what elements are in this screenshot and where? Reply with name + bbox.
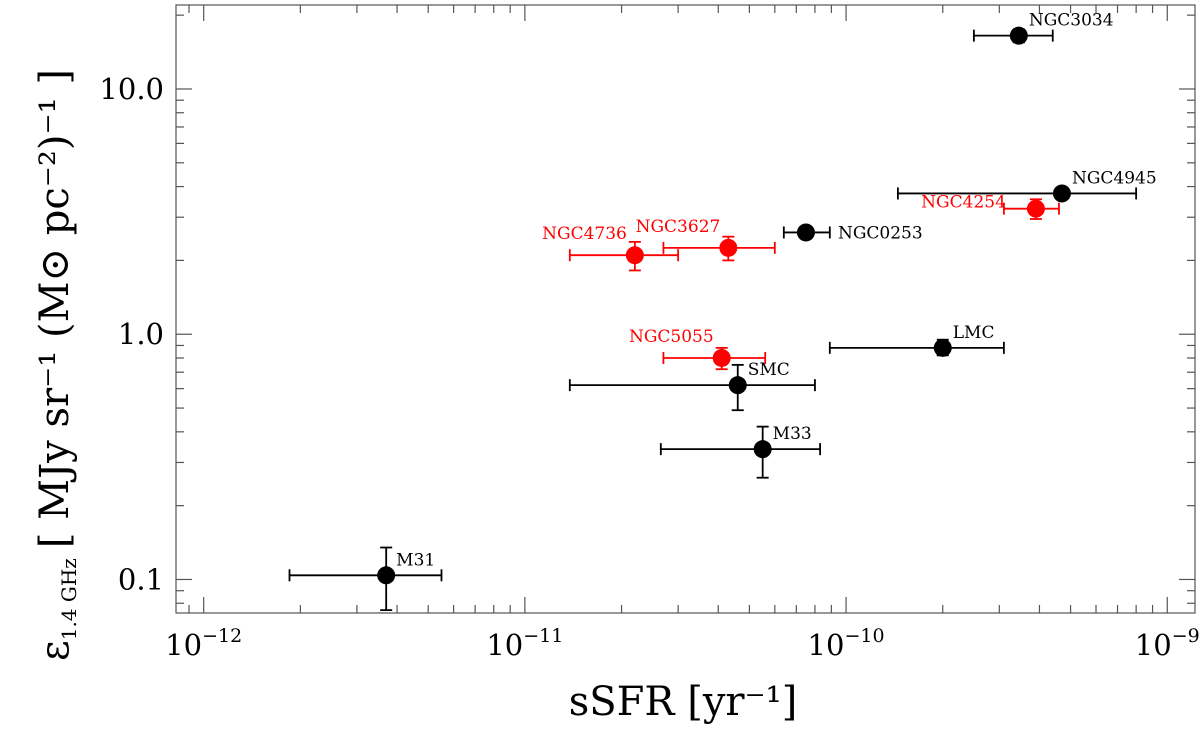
error-bars [288,28,1138,612]
point-label-smc: SMC [748,360,790,380]
y-tick-label: 0.1 [118,562,164,596]
data-point-ngc4736 [625,246,644,265]
data-point-m33 [753,440,772,459]
data-point-ngc5055 [712,348,731,367]
y-axis-label-symbol: ε [32,640,78,661]
x-tick-label-exponent: −9 [1172,625,1200,647]
x-tick-label-base: 10 [808,628,845,662]
x-tick-labels: 10−12 10−11 10−10 10−9 [165,625,1200,662]
data-point-ngc4254 [1026,199,1045,218]
point-label-ngc3034: NGC3034 [1029,11,1114,31]
axis-ticks [176,5,1195,613]
point-label-ngc4254: NGC4254 [921,193,1006,213]
point-label-ngc5055: NGC5055 [629,327,714,347]
x-tick-label-exponent: −10 [844,625,884,647]
point-label-ngc3627: NGC3627 [636,217,721,237]
data-point-ngc4945 [1052,184,1071,203]
point-label-m31: M31 [396,550,435,570]
data-markers [377,26,1071,585]
svg-text:ε1.4 GHz[ MJy sr⁻¹ (M⊙ pc⁻²)⁻¹: ε1.4 GHz [ MJy sr⁻¹ (M⊙ pc⁻²)⁻¹ ] [32,69,81,661]
data-point-ngc3627 [719,238,738,257]
plot-frame [175,4,1196,614]
y-axis-label-units: [ MJy sr⁻¹ (M⊙ pc⁻²)⁻¹ ] [32,69,78,548]
data-point-ngc0253 [796,223,815,242]
point-labels: NGC3034 NGC4945 NGC0253 LMC SMC M33 M31 NGC4254… [396,11,1156,571]
x-tick-label-exponent: −11 [523,625,563,647]
x-tick-label-base: 10 [486,628,523,662]
y-tick-label: 1.0 [118,317,164,351]
data-point-ngc3034 [1009,26,1028,45]
data-point-smc [728,376,747,395]
point-label-ngc0253: NGC0253 [838,223,923,243]
point-label-ngc4945: NGC4945 [1072,168,1157,188]
y-tick-labels: 0.1 1.0 10.0 [99,72,164,597]
point-label-ngc4736: NGC4736 [542,224,627,244]
y-axis-label: ε1.4 GHz [ MJy sr⁻¹ (M⊙ pc⁻²)⁻¹ ] [32,69,81,661]
data-point-lmc [933,338,952,357]
x-tick-label: 10−9 [1135,625,1200,662]
y-tick-label: 10.0 [99,72,164,106]
x-tick-label: 10−10 [808,625,885,662]
x-axis-label: sSFR [yr⁻¹] [569,679,798,725]
point-label-m33: M33 [773,424,812,444]
x-tick-label-exponent: −12 [202,625,242,647]
point-label-lmc: LMC [953,323,995,343]
x-tick-label-base: 10 [1135,628,1172,662]
y-axis-label-subscript: 1.4 GHz [57,558,81,640]
data-point-m31 [377,566,396,585]
x-tick-label: 10−11 [486,625,563,662]
x-tick-label-base: 10 [165,628,202,662]
x-tick-label: 10−12 [165,625,242,662]
